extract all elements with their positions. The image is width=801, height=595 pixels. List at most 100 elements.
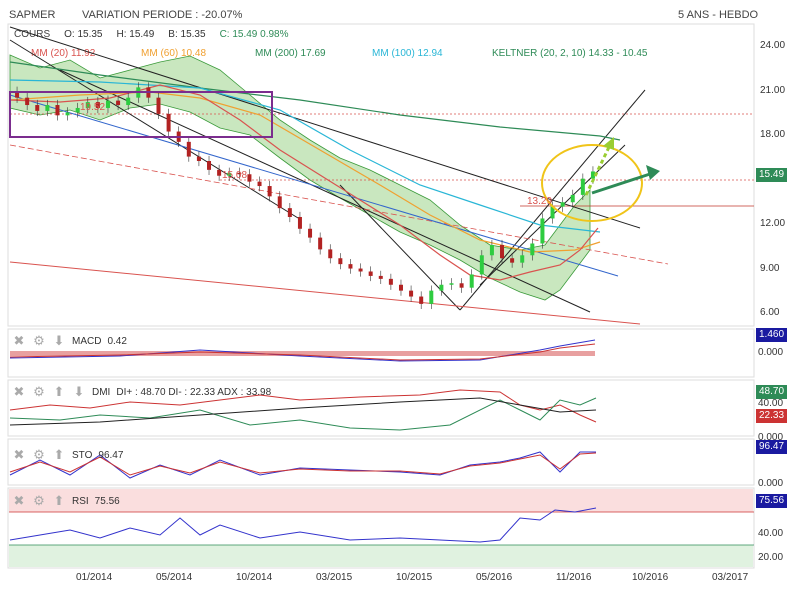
candle-body [227, 172, 232, 176]
dmi-tag-minus: 22.33 [756, 409, 788, 423]
sto-toolbar: ✖ ⚙ ⬆ STO 96.47 [12, 446, 124, 464]
x-label-0: 01/2014 [76, 572, 113, 583]
candle-body [247, 174, 252, 182]
annotation-15-08: 15.08 [222, 170, 248, 181]
macd-value: 0.42 [107, 335, 127, 347]
arrow-up-icon[interactable]: ⬆ [53, 493, 65, 508]
macd-histogram [10, 351, 595, 356]
gear-icon[interactable]: ⚙ [33, 384, 45, 399]
price-tag: 15.49 [756, 168, 788, 182]
mm200-line [9, 61, 621, 141]
candle-body [338, 258, 343, 265]
sto-tag-2: 0.000 [758, 478, 784, 489]
candle-body [489, 244, 494, 256]
candle-body [449, 283, 454, 285]
candle-body [378, 275, 383, 279]
candle-body [35, 105, 40, 111]
sto-d-line [9, 452, 597, 476]
rsi-toolbar: ✖ ⚙ ⬆ RSI 75.56 [12, 492, 120, 510]
macd-tag-2: 0.000 [758, 347, 784, 358]
dmi-panel-frame [7, 379, 755, 437]
trendline-3 [59, 69, 591, 313]
dmi-value: DI+ : 48.70 DI- : 22.33 ADX : 33.98 [116, 386, 272, 398]
main-panel-frame [7, 23, 755, 327]
dmi-tag-plus: 48.70 [756, 385, 788, 399]
candle-body [156, 97, 161, 114]
candle-body [15, 91, 20, 98]
dmi-minus-line [9, 389, 597, 423]
x-label-1: 05/2014 [156, 572, 193, 583]
candle-body [388, 278, 393, 285]
candle-body [530, 243, 535, 256]
candle-body [540, 218, 545, 244]
candle-body [186, 141, 191, 157]
close-icon[interactable]: ✖ [13, 384, 25, 399]
annotation-13-29: 13.29 [527, 196, 553, 207]
price-label-6: 6.00 [760, 307, 780, 318]
legend-mm100: MM (100) 12.94 [372, 48, 443, 59]
candle-body [500, 244, 505, 259]
high-value: H: 15.49 [116, 29, 155, 40]
arrow-dotted-head [603, 137, 614, 150]
gear-icon[interactable]: ⚙ [33, 447, 45, 462]
candle-body [166, 113, 171, 132]
x-label-7: 10/2016 [632, 572, 669, 583]
close-icon[interactable]: ✖ [13, 333, 25, 348]
arrow-down-icon[interactable]: ⬇ [73, 384, 85, 399]
candle-body [237, 172, 242, 175]
legend-keltner: KELTNER (20, 2, 10) 14.33 - 10.45 [492, 48, 648, 59]
candle-body [25, 97, 30, 106]
trendline-red-low [9, 261, 641, 325]
candle-body [398, 284, 403, 291]
adx-line [9, 397, 597, 426]
candle-body [308, 228, 313, 238]
rsi-label: RSI [72, 495, 89, 507]
trendline-up-1 [459, 89, 646, 311]
candle-body [419, 296, 424, 304]
arrow-green-head [646, 165, 660, 180]
candle-body [358, 268, 363, 272]
sto-value: 96.47 [98, 449, 124, 461]
rsi-overbought-zone [9, 489, 753, 512]
candle-body [105, 100, 110, 108]
trendline-1 [9, 26, 641, 229]
candle-body [126, 97, 131, 106]
x-label-5: 05/2016 [476, 572, 513, 583]
arrow-down-icon[interactable]: ⬇ [53, 333, 65, 348]
open-value: O: 15.35 [64, 29, 103, 40]
legend-mm20: MM (20) 11.92 [31, 48, 96, 59]
trendline-red-dash [9, 144, 669, 265]
gear-icon[interactable]: ⚙ [33, 493, 45, 508]
candle-body [267, 186, 272, 197]
x-label-3: 03/2015 [316, 572, 353, 583]
rsi-panel-frame [7, 487, 755, 569]
close-value: C: 15.49 0.98% [219, 29, 289, 40]
candle-body [560, 202, 565, 207]
gear-icon[interactable]: ⚙ [33, 333, 45, 348]
candle-body [550, 206, 555, 219]
arrow-up-icon[interactable]: ⬆ [53, 447, 65, 462]
close-icon[interactable]: ✖ [13, 447, 25, 462]
candle-body [65, 112, 70, 116]
sto-tag-1: 96.47 [756, 440, 788, 454]
candle-body [116, 100, 121, 106]
dmi-tag-40: 40.00 [758, 398, 784, 409]
candle-body [570, 194, 575, 203]
candle-body [196, 156, 201, 162]
candle-body [75, 107, 80, 113]
candle-body [217, 169, 222, 176]
candle-body [318, 237, 323, 250]
candle-body [85, 102, 90, 108]
arrow-up-icon[interactable]: ⬆ [53, 384, 65, 399]
candle-body [459, 283, 464, 288]
close-icon[interactable]: ✖ [13, 493, 25, 508]
trendline-blue [9, 94, 619, 277]
price-label-12: 12.00 [760, 218, 786, 229]
sto-label: STO [72, 449, 93, 461]
rsi-tag-1: 75.56 [756, 494, 788, 508]
price-label-24: 24.00 [760, 40, 786, 51]
candle-body [429, 290, 434, 304]
macd-panel-frame [7, 328, 755, 378]
x-label-2: 10/2014 [236, 572, 273, 583]
sto-panel-frame [7, 438, 755, 486]
